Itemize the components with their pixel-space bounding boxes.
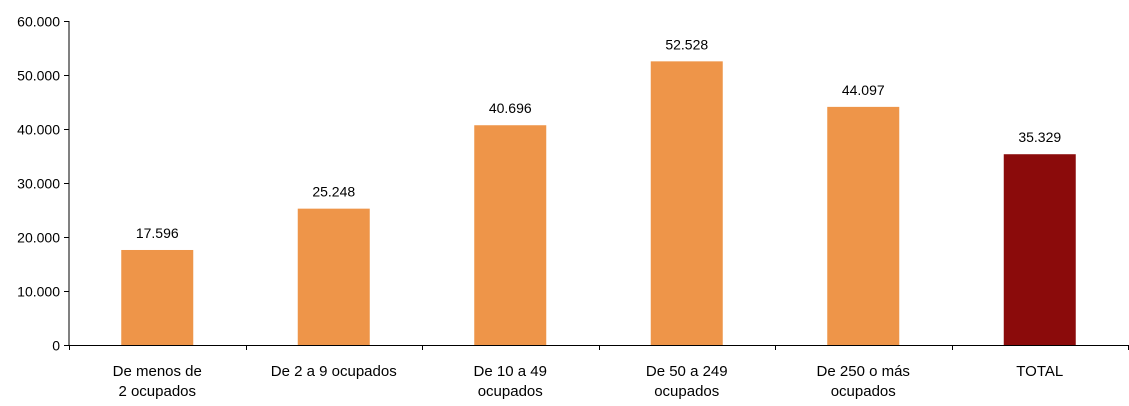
y-tick-label: 50.000 [17, 68, 60, 84]
y-tick-label: 0 [52, 338, 60, 354]
bar-value-label: 44.097 [842, 82, 885, 98]
bar-value-label: 40.696 [489, 100, 532, 116]
y-tick-label: 60.000 [17, 14, 60, 30]
value-labels: 17.596 25.248 40.696 52.528 44.097 35.329 [136, 36, 1062, 241]
category-labels: De menos de 2 ocupados De 2 a 9 ocupados De… [113, 363, 1064, 400]
bar [1003, 154, 1076, 345]
bar-value-label: 17.596 [136, 225, 179, 241]
category-label: De 10 a 49 [474, 363, 547, 380]
category-label: ocupados [478, 383, 543, 400]
bar [121, 249, 194, 345]
bar [474, 125, 547, 345]
bar [827, 106, 900, 346]
y-tick-label: 40.000 [17, 122, 60, 138]
category-label: ocupados [654, 383, 719, 400]
x-axis [69, 345, 1129, 350]
y-axis: 0 10.000 20.000 30.000 40.000 50.000 60.000 [17, 14, 70, 354]
category-label: TOTAL [1016, 363, 1063, 380]
y-tick-label: 10.000 [17, 284, 60, 300]
y-tick-label: 20.000 [17, 230, 60, 246]
bar [297, 208, 370, 345]
category-label: De 2 a 9 ocupados [271, 363, 397, 380]
category-label: 2 ocupados [118, 383, 196, 400]
category-label: De 50 a 249 [646, 363, 728, 380]
bar-value-label: 52.528 [665, 36, 708, 52]
bar [650, 61, 723, 345]
bar-value-label: 35.329 [1018, 129, 1061, 145]
category-label: De menos de [113, 363, 202, 380]
category-label: De 250 o más [817, 363, 910, 380]
category-label: ocupados [831, 383, 896, 400]
y-tick-label: 30.000 [17, 176, 60, 192]
bars [121, 61, 1076, 346]
bar-value-label: 25.248 [312, 184, 355, 200]
